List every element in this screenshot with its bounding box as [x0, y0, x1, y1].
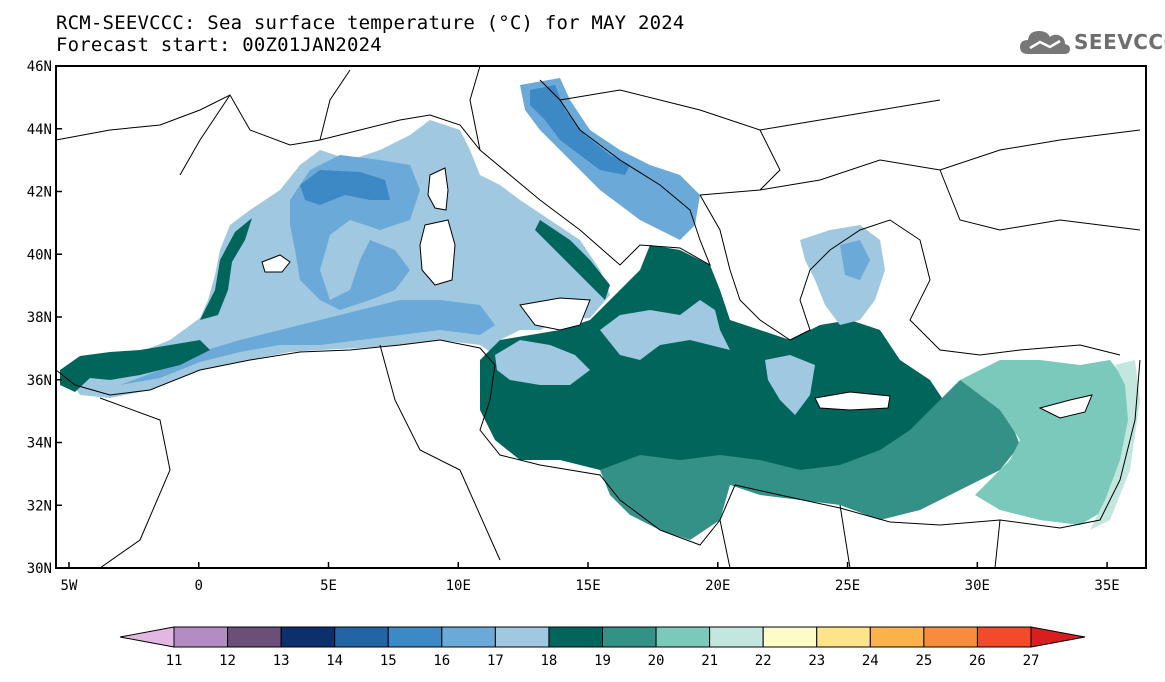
cloud-icon	[1020, 31, 1070, 54]
colorbar-box	[869, 626, 925, 648]
colorbar-label: 15	[380, 653, 397, 669]
colorbar-box	[173, 626, 229, 648]
colorbar: 11 12 13 14 15 16 17 18 19 20 21 22 23 24 25 26 27	[119, 626, 1086, 669]
colorbar-extend-low	[119, 626, 175, 648]
island-corsica	[427, 167, 449, 211]
colorbar-label: 13	[273, 653, 290, 669]
colorbar-box	[334, 626, 389, 648]
map-title: RCM-SEEVCCC: Sea surface temperature (°C…	[56, 12, 685, 34]
y-tick-label: 30N	[27, 561, 52, 577]
y-tick-label: 42N	[27, 185, 52, 201]
y-tick-label: 34N	[27, 436, 52, 452]
sea-south-20	[600, 380, 1020, 540]
colorbar-label: 26	[969, 653, 986, 669]
forecast-start-subtitle: Forecast start: 00Z01JAN2024	[56, 34, 382, 56]
colorbar-box	[280, 626, 336, 648]
colorbar-label: 17	[487, 653, 504, 669]
colorbar-box	[441, 626, 496, 648]
island-mallorca	[261, 254, 291, 273]
sea-ligurian-16	[300, 170, 390, 205]
colorbar-box	[602, 626, 657, 648]
y-tick-label: 46N	[27, 59, 52, 75]
x-tick-label: 35E	[1094, 578, 1119, 594]
sea-central-19	[480, 245, 950, 500]
coastlines	[56, 66, 1141, 568]
y-tick-label: 40N	[27, 247, 52, 263]
x-tick-label: 5W	[61, 578, 78, 594]
sea-balearic-coast-19	[200, 218, 252, 320]
sea-fields	[60, 78, 1140, 540]
colorbar-box	[923, 626, 978, 648]
colorbar-label: 18	[541, 653, 558, 669]
sea-aegean-17	[840, 240, 870, 280]
seevccc-logo: SEEVCCC	[1018, 24, 1165, 60]
island-cyprus	[1038, 394, 1093, 419]
y-axis: 30N 32N 34N 36N 38N 40N 42N 44N 46N	[27, 59, 62, 577]
colorbar-box	[548, 626, 603, 648]
colorbar-extend-high	[1030, 626, 1086, 648]
colorbar-box	[976, 626, 1032, 648]
colorbar-label: 21	[701, 653, 718, 669]
sea-west-17	[120, 300, 495, 385]
sea-ionian-18	[600, 300, 730, 360]
x-tick-label: 10E	[446, 578, 471, 594]
x-tick-label: 20E	[705, 578, 730, 594]
colorbar-label: 23	[808, 653, 825, 669]
colorbar-box	[227, 626, 282, 648]
colorbar-box	[494, 626, 550, 648]
logo-text: SEEVCCC	[1074, 30, 1165, 54]
y-tick-label: 38N	[27, 310, 52, 326]
y-tick-label: 44N	[27, 122, 52, 138]
colorbar-label: 20	[648, 653, 665, 669]
x-tick-label: 15E	[575, 578, 600, 594]
colorbar-label: 14	[326, 653, 343, 669]
colorbar-box	[655, 626, 711, 648]
sea-cretan-18	[765, 355, 815, 415]
colorbar-box	[709, 626, 764, 648]
colorbar-label: 19	[594, 653, 611, 669]
colorbar-box	[816, 626, 871, 648]
colorbar-label: 24	[862, 653, 879, 669]
island-sardinia	[419, 219, 456, 286]
x-tick-label: 30E	[965, 578, 990, 594]
sea-alboran-19	[60, 340, 210, 392]
x-axis: 5W 0 5E 10E 15E 20E 25E 30E 35E	[61, 562, 1120, 594]
colorbar-label: 27	[1023, 653, 1040, 669]
colorbar-label: 16	[433, 653, 450, 669]
sea-sicily-18	[495, 340, 590, 385]
x-tick-label: 5E	[320, 578, 337, 594]
colorbar-label: 22	[755, 653, 772, 669]
sea-levantine-22	[1090, 360, 1140, 530]
x-tick-label: 0	[195, 578, 203, 594]
y-tick-label: 36N	[27, 373, 52, 389]
colorbar-label: 12	[219, 653, 236, 669]
sea-tyrrhenian-coast-19	[535, 220, 610, 300]
colorbar-label: 25	[915, 653, 932, 669]
island-crete	[814, 391, 891, 411]
colorbar-box	[762, 626, 818, 648]
island-sicily	[519, 297, 591, 331]
colorbar-box	[387, 626, 443, 648]
y-tick-label: 32N	[27, 498, 52, 514]
x-tick-label: 25E	[835, 578, 860, 594]
colorbar-label: 11	[166, 653, 183, 669]
